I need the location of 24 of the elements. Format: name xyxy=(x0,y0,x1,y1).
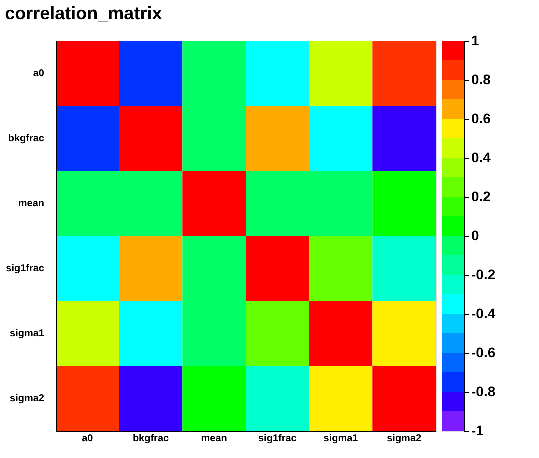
color-bar-label: 0.8 xyxy=(472,72,492,88)
x-tick-label: mean xyxy=(201,434,228,444)
color-bar-label: -0.8 xyxy=(472,384,496,400)
color-bar-label: -0.6 xyxy=(472,344,496,360)
color-bar-label: 0.2 xyxy=(472,188,492,204)
x-tick-label: a0 xyxy=(82,434,94,444)
color-bar-label: -1 xyxy=(472,422,484,438)
y-tick-label: sigma2 xyxy=(10,394,45,404)
y-tick-label: mean xyxy=(18,198,44,210)
color-bar-label: 0 xyxy=(472,228,480,244)
y-tick-label: bkgfrac xyxy=(8,134,45,144)
color-bar-label: 1 xyxy=(472,32,480,48)
y-tick-label: sig1frac xyxy=(6,264,45,274)
y-tick-label: sigma1 xyxy=(10,328,45,340)
color-bar-label: -0.4 xyxy=(472,306,496,322)
x-tick-label: sigma2 xyxy=(387,434,422,444)
y-tick-label: a0 xyxy=(33,68,45,80)
color-bar-label: 0.6 xyxy=(472,110,492,126)
x-tick-label: sig1frac xyxy=(258,434,298,444)
x-tick-label: bkgfrac xyxy=(132,434,170,444)
chart-title: correlation_matrix xyxy=(5,4,162,24)
x-tick-label: sigma1 xyxy=(324,434,359,444)
color-bar-label: 0.4 xyxy=(472,150,492,166)
color-bar-label: -0.2 xyxy=(472,266,496,282)
